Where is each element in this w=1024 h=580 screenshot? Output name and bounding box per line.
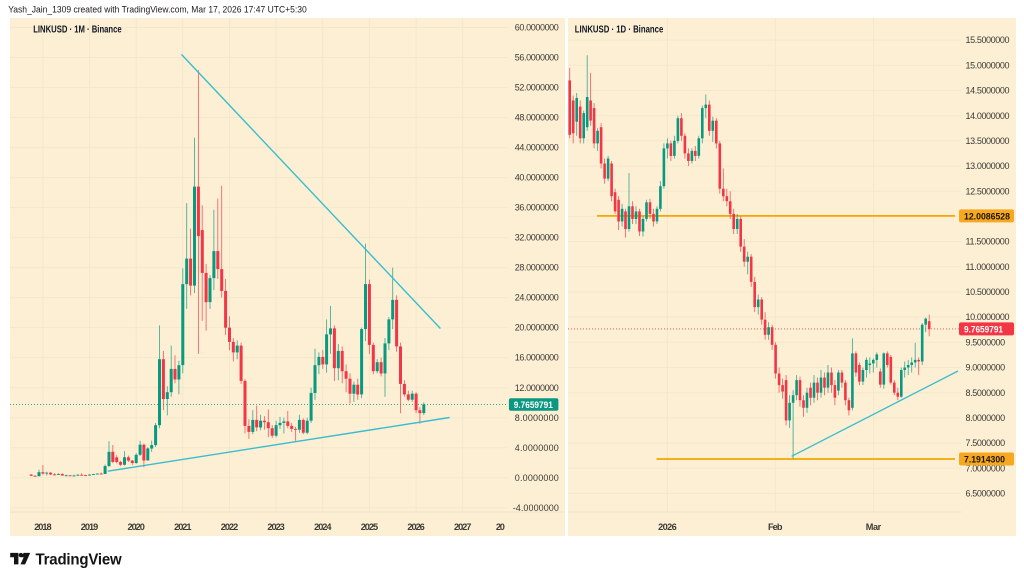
svg-text:13.5000000: 13.5000000 bbox=[966, 136, 1010, 146]
svg-text:12.5000000: 12.5000000 bbox=[966, 186, 1010, 196]
svg-text:7.5000000: 7.5000000 bbox=[966, 438, 1006, 448]
svg-text:24.0000000: 24.0000000 bbox=[515, 293, 559, 303]
svg-text:13.0000000: 13.0000000 bbox=[966, 161, 1010, 171]
svg-text:4.0000000: 4.0000000 bbox=[515, 443, 559, 453]
svg-text:2026: 2026 bbox=[407, 522, 424, 532]
svg-text:2021: 2021 bbox=[174, 522, 191, 532]
svg-text:8.0000000: 8.0000000 bbox=[515, 413, 559, 423]
svg-text:10.5000000: 10.5000000 bbox=[966, 287, 1010, 297]
svg-text:6.5000000: 6.5000000 bbox=[966, 489, 1006, 499]
svg-text:11.5000000: 11.5000000 bbox=[966, 237, 1010, 247]
svg-text:LINKUSD · 1D · Binance: LINKUSD · 1D · Binance bbox=[575, 25, 664, 36]
svg-text:36.0000000: 36.0000000 bbox=[515, 203, 559, 213]
svg-text:Yash_Jain_1309 created with Tr: Yash_Jain_1309 created with TradingView.… bbox=[8, 4, 307, 15]
svg-text:2023: 2023 bbox=[267, 522, 284, 532]
svg-text:32.0000000: 32.0000000 bbox=[515, 233, 559, 243]
svg-text:LINKUSD · 1M · Binance: LINKUSD · 1M · Binance bbox=[33, 25, 122, 36]
svg-text:9.5000000: 9.5000000 bbox=[966, 337, 1006, 347]
svg-text:52.0000000: 52.0000000 bbox=[515, 83, 559, 93]
svg-text:48.0000000: 48.0000000 bbox=[515, 113, 559, 123]
svg-text:2027: 2027 bbox=[454, 522, 471, 532]
svg-text:11.0000000: 11.0000000 bbox=[966, 262, 1010, 272]
svg-text:14.5000000: 14.5000000 bbox=[966, 86, 1010, 96]
svg-text:16.0000000: 16.0000000 bbox=[515, 353, 559, 363]
svg-text:0.0000000: 0.0000000 bbox=[515, 473, 559, 483]
svg-text:8.0000000: 8.0000000 bbox=[966, 413, 1006, 423]
svg-text:Mar: Mar bbox=[866, 522, 882, 532]
svg-text:20.0000000: 20.0000000 bbox=[515, 323, 559, 333]
svg-text:2018: 2018 bbox=[34, 522, 51, 532]
svg-text:2019: 2019 bbox=[81, 522, 98, 532]
svg-text:10.0000000: 10.0000000 bbox=[966, 312, 1010, 322]
svg-text:15.0000000: 15.0000000 bbox=[966, 60, 1010, 70]
svg-text:40.0000000: 40.0000000 bbox=[515, 173, 559, 183]
svg-text:2025: 2025 bbox=[361, 522, 378, 532]
svg-text:2020: 2020 bbox=[128, 522, 145, 532]
svg-text:20: 20 bbox=[496, 522, 505, 532]
svg-text:56.0000000: 56.0000000 bbox=[515, 53, 559, 63]
svg-text:12.0086528: 12.0086528 bbox=[964, 211, 1010, 222]
svg-text:9.7659791: 9.7659791 bbox=[514, 400, 554, 411]
svg-text:2022: 2022 bbox=[221, 522, 238, 532]
svg-text:TradingView: TradingView bbox=[36, 551, 123, 568]
svg-text:9.7659791: 9.7659791 bbox=[964, 324, 1004, 335]
svg-text:9.0000000: 9.0000000 bbox=[966, 363, 1006, 373]
svg-text:28.0000000: 28.0000000 bbox=[515, 263, 559, 273]
svg-text:2024: 2024 bbox=[314, 522, 332, 532]
svg-text:Feb: Feb bbox=[768, 522, 783, 532]
svg-text:8.5000000: 8.5000000 bbox=[966, 388, 1006, 398]
svg-text:12.0000000: 12.0000000 bbox=[515, 383, 559, 393]
svg-text:2026: 2026 bbox=[658, 522, 677, 532]
svg-text:60.0000000: 60.0000000 bbox=[515, 23, 559, 33]
svg-text:7.0000000: 7.0000000 bbox=[966, 463, 1006, 473]
svg-text:44.0000000: 44.0000000 bbox=[515, 143, 559, 153]
svg-text:14.0000000: 14.0000000 bbox=[966, 111, 1010, 121]
svg-text:7.1914300: 7.1914300 bbox=[964, 454, 1005, 465]
svg-text:15.5000000: 15.5000000 bbox=[966, 35, 1010, 45]
svg-text:-4.0000000: -4.0000000 bbox=[513, 503, 559, 513]
